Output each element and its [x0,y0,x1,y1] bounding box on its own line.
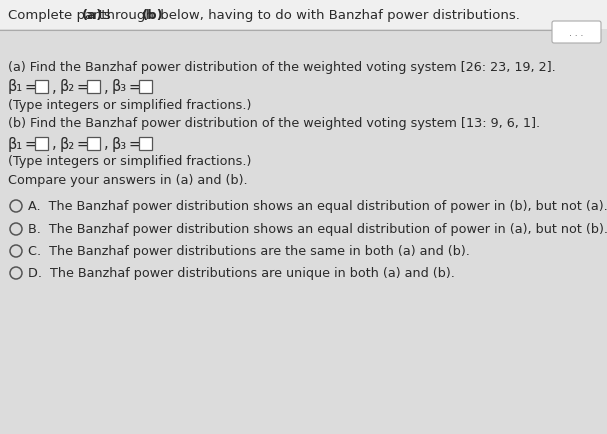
Text: (b): (b) [141,9,163,21]
Circle shape [10,246,22,257]
Bar [35,138,48,151]
Text: . . .: . . . [569,29,583,37]
Text: Complete parts: Complete parts [8,9,115,21]
Text: ,: , [104,79,109,94]
Text: =: = [77,136,89,151]
Text: =: = [129,136,141,151]
Text: below, having to do with Banzhaf power distributions.: below, having to do with Banzhaf power d… [156,9,520,21]
Bar [0,0,607,30]
Text: (Type integers or simplified fractions.): (Type integers or simplified fractions.) [8,155,251,168]
Text: A.  The Banzhaf power distribution shows an equal distribution of power in (b), : A. The Banzhaf power distribution shows … [28,200,607,213]
Text: =: = [25,136,37,151]
Text: D.  The Banzhaf power distributions are unique in both (a) and (b).: D. The Banzhaf power distributions are u… [28,267,455,280]
Text: β₃: β₃ [112,79,127,94]
Text: β₁: β₁ [8,79,23,94]
Text: β₂: β₂ [60,79,75,94]
Circle shape [10,267,22,279]
Text: β₃: β₃ [112,136,127,151]
Text: B.  The Banzhaf power distribution shows an equal distribution of power in (a), : B. The Banzhaf power distribution shows … [28,223,607,236]
Bar [87,138,100,151]
Circle shape [10,201,22,213]
Text: Compare your answers in (a) and (b).: Compare your answers in (a) and (b). [8,174,248,187]
Text: β₂: β₂ [60,136,75,151]
Text: (b) Find the Banzhaf power distribution of the weighted voting system [13: 9, 6,: (b) Find the Banzhaf power distribution … [8,117,540,130]
FancyBboxPatch shape [552,22,601,44]
Text: =: = [129,79,141,94]
Text: through: through [97,9,158,21]
Text: ,: , [104,136,109,151]
Text: β₁: β₁ [8,136,23,151]
Text: =: = [77,79,89,94]
Bar [35,81,48,94]
Bar [87,81,100,94]
Text: (Type integers or simplified fractions.): (Type integers or simplified fractions.) [8,98,251,111]
Bar [139,138,152,151]
Text: (a) Find the Banzhaf power distribution of the weighted voting system [26: 23, 1: (a) Find the Banzhaf power distribution … [8,60,556,73]
Text: C.  The Banzhaf power distributions are the same in both (a) and (b).: C. The Banzhaf power distributions are t… [28,245,470,258]
Text: (a): (a) [82,9,103,21]
Text: ,: , [52,79,56,94]
Text: ,: , [52,136,56,151]
Bar [139,81,152,94]
Circle shape [10,224,22,236]
Text: =: = [25,79,37,94]
